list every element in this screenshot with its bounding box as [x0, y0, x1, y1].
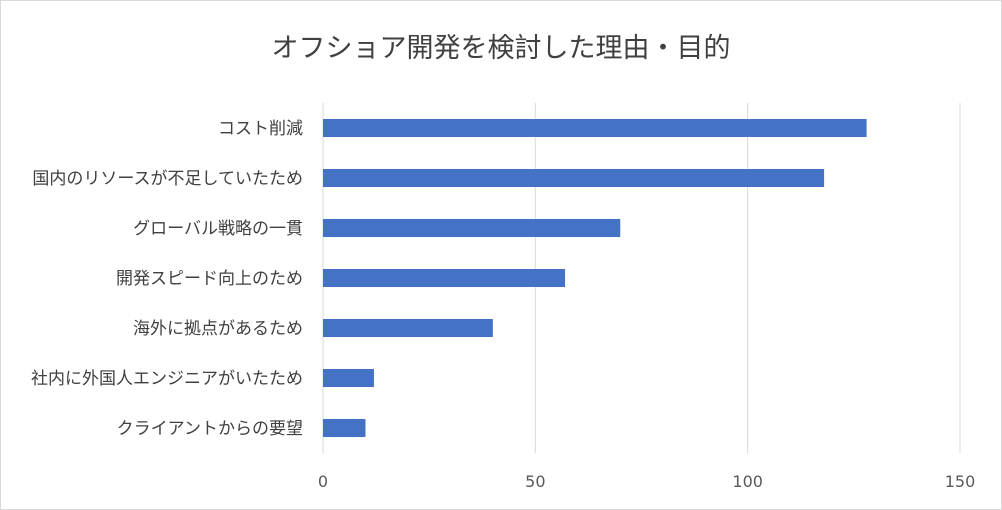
category-label: 社内に外国人エンジニアがいたため: [31, 369, 303, 389]
category-label: クライアントからの要望: [117, 419, 303, 439]
category-label: 国内のリソースが不足していたため: [32, 169, 303, 189]
x-tick-label: 50: [525, 472, 545, 491]
x-tick-label: 0: [318, 472, 328, 491]
bar: [323, 369, 374, 387]
bar: [323, 419, 366, 437]
x-tick-label: 150: [945, 472, 976, 491]
bar: [323, 169, 825, 187]
category-label: 海外に拠点があるため: [133, 319, 303, 339]
category-label: グローバル戦略の一貫: [133, 219, 303, 239]
category-labels: コスト削減国内のリソースが不足していたためグローバル戦略の一貫開発スピード向上の…: [31, 119, 303, 439]
category-label: コスト削減: [218, 119, 303, 139]
bar: [323, 269, 566, 287]
chart-title: オフショア開発を検討した理由・目的: [272, 33, 731, 64]
x-tick-label: 100: [732, 472, 763, 491]
category-label: 開発スピード向上のため: [116, 269, 303, 289]
bar: [323, 119, 867, 137]
bar: [323, 319, 493, 337]
x-axis-tick-labels: 0 50 100 150: [318, 472, 975, 491]
bars: [323, 119, 867, 437]
bar: [323, 219, 621, 237]
